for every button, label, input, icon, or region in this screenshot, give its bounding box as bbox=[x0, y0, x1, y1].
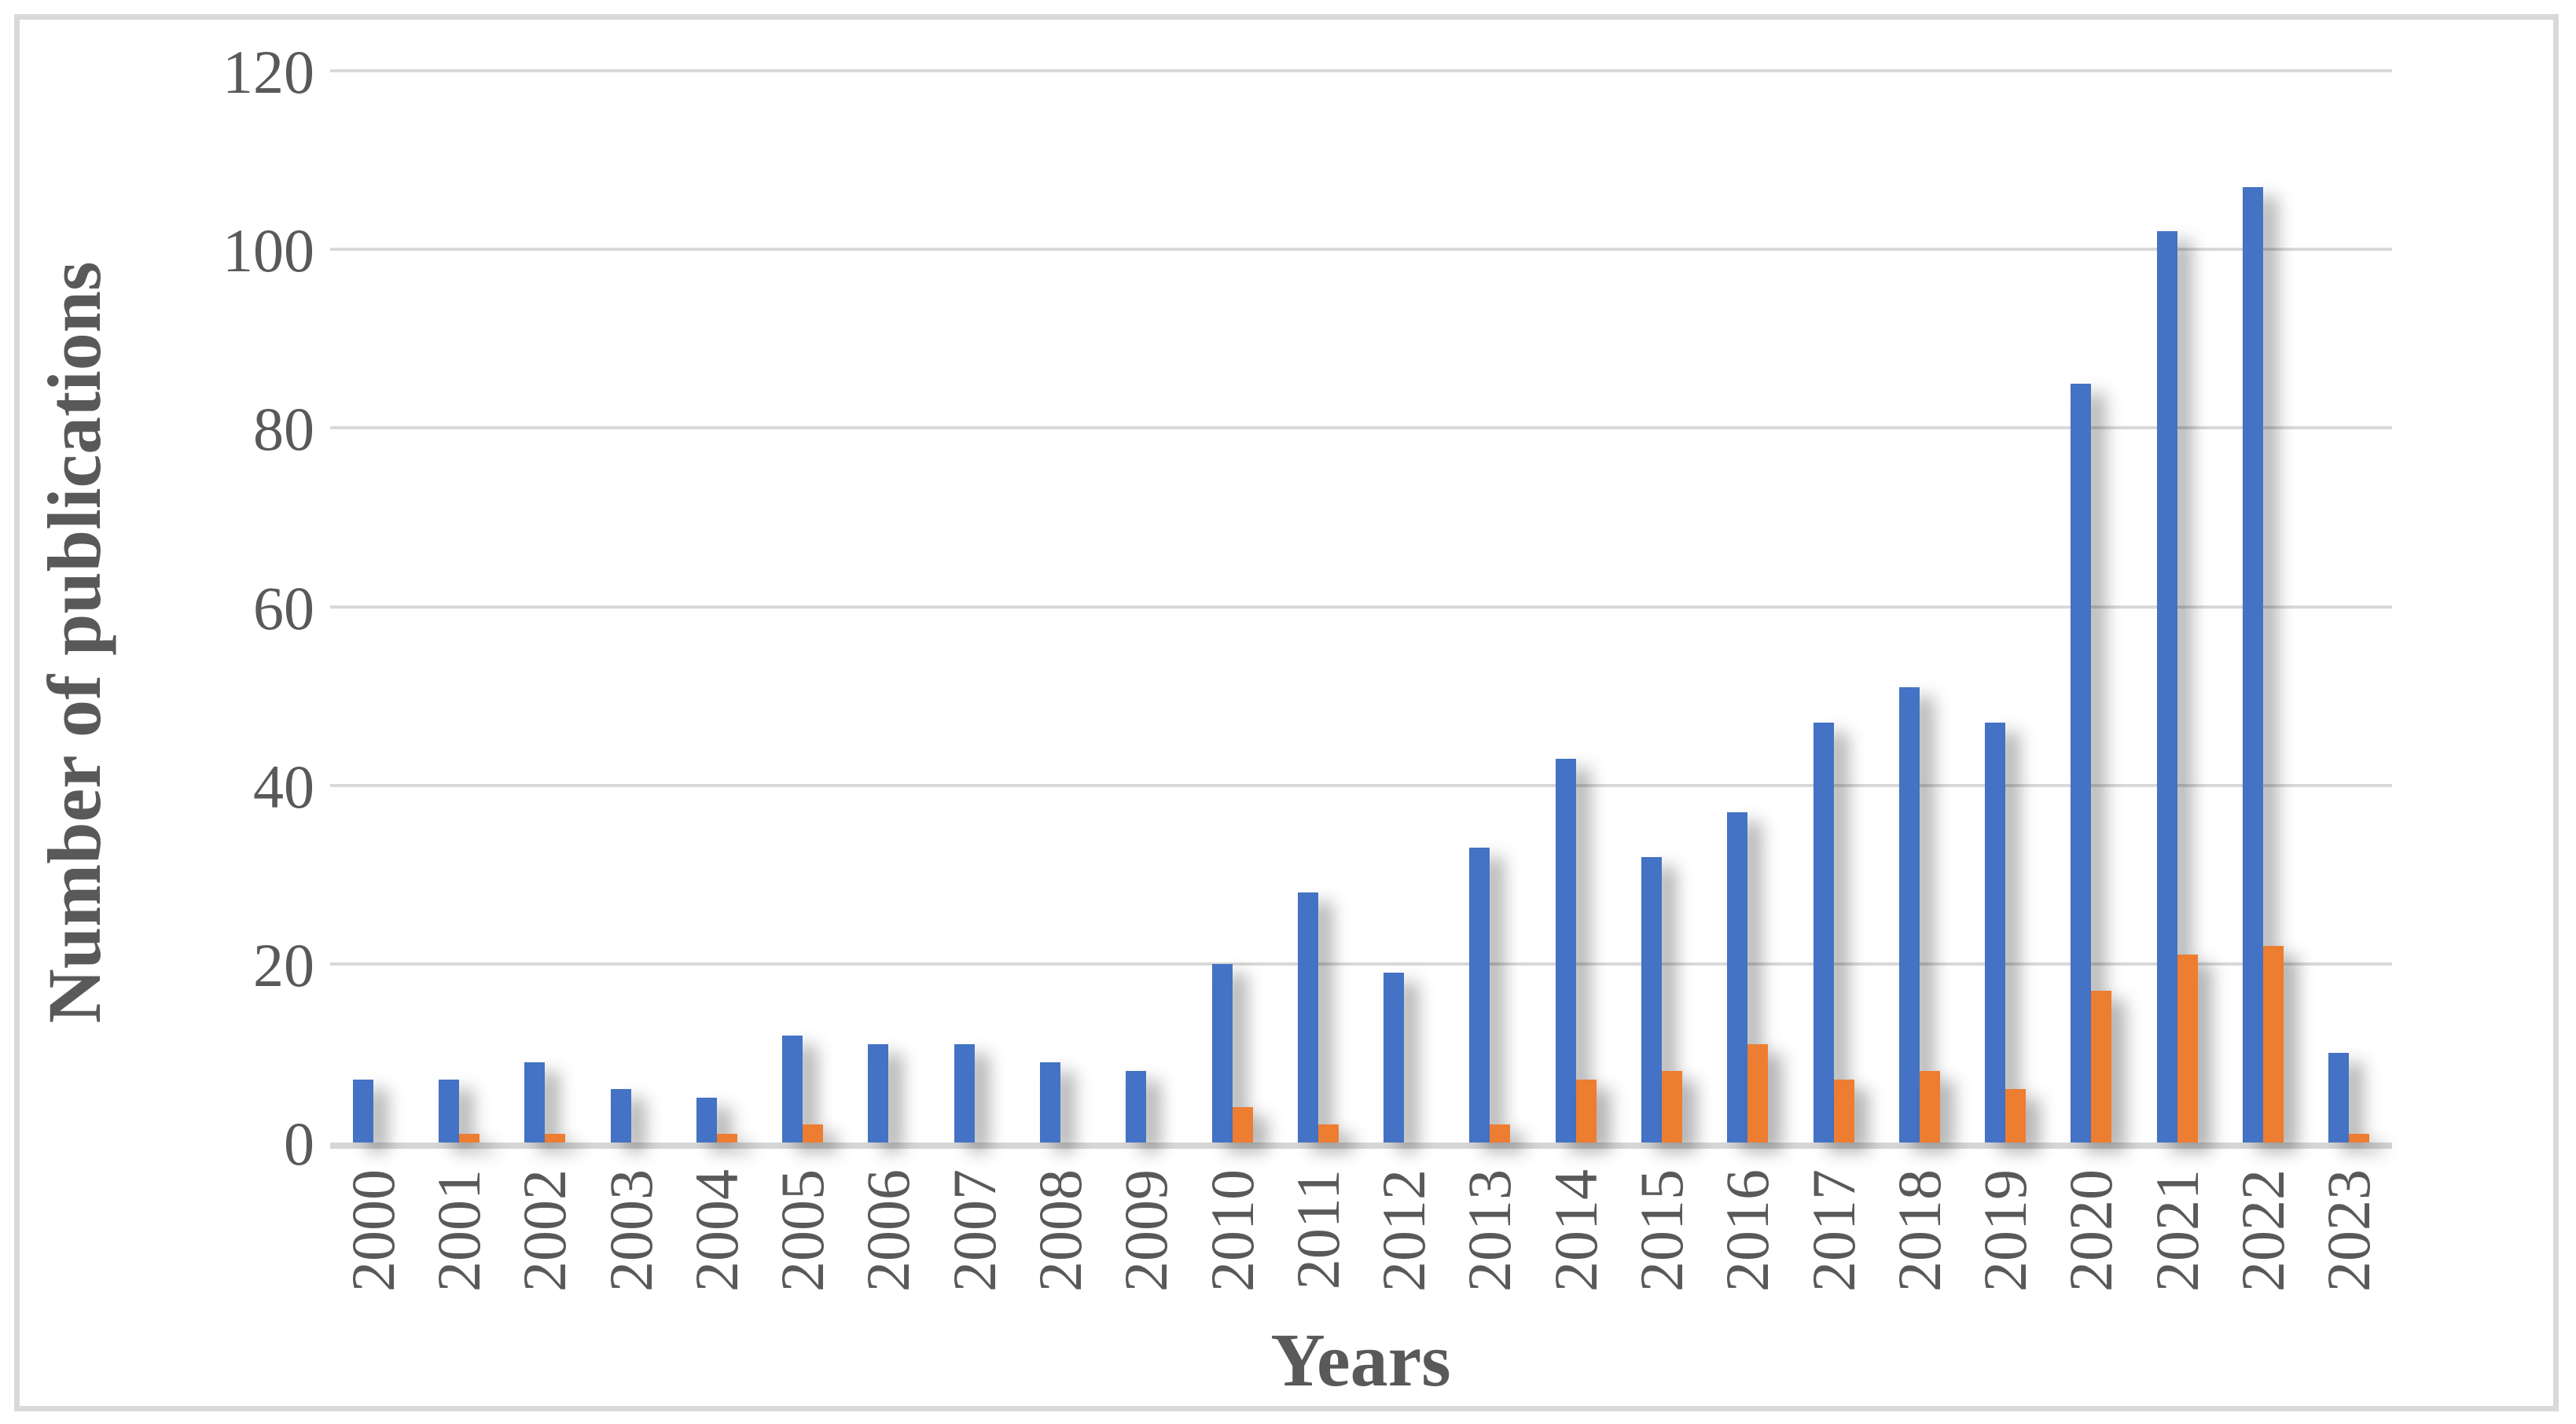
y-tick-label-60: 60 bbox=[253, 573, 314, 642]
x-tick-label-2006: 2006 bbox=[854, 1169, 923, 1292]
x-tick-label-2020: 2020 bbox=[2056, 1169, 2126, 1292]
x-tick-label-2018: 2018 bbox=[1884, 1169, 1953, 1292]
series-blue-bar-2021 bbox=[2156, 231, 2177, 1143]
series-orange-bar-2014 bbox=[1575, 1080, 1597, 1143]
x-tick-label-2023: 2023 bbox=[2314, 1169, 2383, 1292]
series-orange-bar-2001 bbox=[458, 1133, 480, 1143]
series-orange-bar-2011 bbox=[1317, 1124, 1339, 1143]
series-orange-bar-2016 bbox=[1747, 1044, 1769, 1143]
gridline-y-100 bbox=[330, 248, 2392, 252]
y-tick-label-100: 100 bbox=[222, 216, 314, 285]
gridline-y-20 bbox=[330, 962, 2392, 966]
series-blue-bar-2013 bbox=[1469, 848, 1490, 1143]
x-tick-label-2021: 2021 bbox=[2142, 1169, 2211, 1292]
series-orange-bar-2017 bbox=[1833, 1080, 1854, 1143]
series-blue-bar-2023 bbox=[2328, 1053, 2350, 1143]
series-blue-bar-2000 bbox=[352, 1080, 373, 1143]
x-tick-label-2009: 2009 bbox=[1112, 1169, 1181, 1292]
series-orange-bar-2020 bbox=[2091, 990, 2112, 1143]
x-tick-label-2017: 2017 bbox=[1799, 1169, 1868, 1292]
x-tick-label-2019: 2019 bbox=[1971, 1169, 2040, 1292]
chart-figure: Number of publications Years 0 20 40 60 80 10… bbox=[14, 14, 2559, 1411]
series-orange-bar-2022 bbox=[2263, 946, 2284, 1143]
y-tick-label-120: 120 bbox=[222, 38, 314, 106]
x-tick-label-2016: 2016 bbox=[1713, 1169, 1782, 1292]
x-tick-label-2015: 2015 bbox=[1627, 1169, 1696, 1292]
x-tick-label-2012: 2012 bbox=[1369, 1169, 1439, 1292]
series-blue-bar-2022 bbox=[2243, 186, 2264, 1143]
gridline-y-120 bbox=[330, 69, 2392, 72]
x-tick-label-2007: 2007 bbox=[939, 1169, 1009, 1292]
series-blue-bar-2001 bbox=[438, 1080, 459, 1143]
gridline-y-80 bbox=[330, 426, 2392, 430]
series-blue-bar-2010 bbox=[1211, 963, 1233, 1143]
y-tick-label-80: 80 bbox=[253, 395, 314, 464]
x-tick-label-2000: 2000 bbox=[338, 1169, 407, 1292]
series-blue-bar-2016 bbox=[1727, 811, 1748, 1143]
series-orange-bar-2004 bbox=[716, 1133, 737, 1143]
series-orange-bar-2015 bbox=[1662, 1071, 1683, 1143]
x-tick-label-2008: 2008 bbox=[1025, 1169, 1094, 1292]
series-blue-bar-2012 bbox=[1384, 973, 1405, 1143]
series-orange-bar-2013 bbox=[1490, 1124, 1511, 1143]
x-tick-label-2004: 2004 bbox=[682, 1169, 751, 1292]
y-tick-label-40: 40 bbox=[253, 752, 314, 821]
series-orange-bar-2002 bbox=[545, 1133, 566, 1143]
x-axis-title: Years bbox=[1270, 1318, 1451, 1402]
x-tick-label-2003: 2003 bbox=[596, 1169, 665, 1292]
series-blue-bar-2018 bbox=[1898, 686, 1920, 1143]
series-blue-bar-2003 bbox=[610, 1088, 631, 1143]
gridline-y-60 bbox=[330, 605, 2392, 609]
series-blue-bar-2015 bbox=[1641, 856, 1663, 1143]
series-orange-bar-2023 bbox=[2349, 1133, 2370, 1143]
y-tick-label-20: 20 bbox=[253, 930, 314, 999]
series-blue-bar-2019 bbox=[1985, 723, 2006, 1143]
x-tick-label-2011: 2011 bbox=[1283, 1169, 1352, 1290]
series-blue-bar-2009 bbox=[1126, 1071, 1147, 1143]
y-tick-label-0: 0 bbox=[284, 1109, 314, 1178]
series-blue-bar-2002 bbox=[524, 1062, 546, 1143]
x-tick-label-2001: 2001 bbox=[424, 1169, 493, 1292]
series-orange-bar-2010 bbox=[1232, 1106, 1253, 1143]
series-blue-bar-2005 bbox=[782, 1035, 803, 1143]
series-blue-bar-2020 bbox=[2071, 383, 2092, 1143]
series-blue-bar-2014 bbox=[1555, 758, 1576, 1143]
series-blue-bar-2007 bbox=[954, 1044, 975, 1143]
x-axis-line bbox=[330, 1143, 2392, 1149]
x-tick-label-2014: 2014 bbox=[1541, 1169, 1610, 1292]
gridline-y-40 bbox=[330, 783, 2392, 787]
series-orange-bar-2021 bbox=[2177, 955, 2198, 1143]
x-tick-label-2002: 2002 bbox=[510, 1169, 579, 1292]
series-orange-bar-2018 bbox=[1919, 1071, 1940, 1143]
series-blue-bar-2017 bbox=[1813, 723, 1834, 1143]
series-blue-bar-2008 bbox=[1039, 1062, 1060, 1143]
x-tick-label-2022: 2022 bbox=[2229, 1169, 2298, 1292]
x-tick-label-2005: 2005 bbox=[768, 1169, 837, 1292]
x-tick-label-2010: 2010 bbox=[1197, 1169, 1266, 1292]
series-blue-bar-2004 bbox=[696, 1098, 717, 1143]
series-orange-bar-2005 bbox=[803, 1124, 824, 1143]
series-blue-bar-2006 bbox=[868, 1044, 889, 1143]
x-tick-label-2013: 2013 bbox=[1455, 1169, 1524, 1292]
series-orange-bar-2019 bbox=[2005, 1088, 2027, 1143]
series-blue-bar-2011 bbox=[1297, 892, 1318, 1143]
